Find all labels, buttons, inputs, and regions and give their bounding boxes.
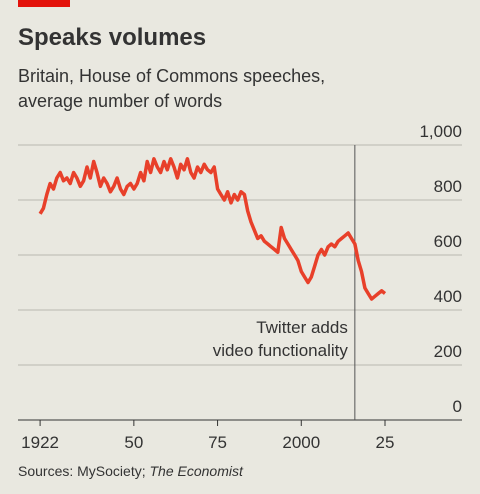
data-line [38,157,387,301]
source-text: Sources: MySociety; [18,463,150,479]
chart-subtitle: average number of words [18,91,222,111]
chart-subtitle: Britain, House of Commons speeches, [18,66,325,86]
brand-tag [18,0,70,7]
x-tick-label: 25 [376,433,395,452]
y-tick-label: 0 [453,397,462,416]
x-tick-label: 75 [208,433,227,452]
y-tick-label: 400 [434,287,462,306]
y-tick-label: 600 [434,232,462,251]
x-tick-label: 2000 [282,433,320,452]
y-tick-label: 1,000 [419,122,462,141]
x-tick-label: 1922 [21,433,59,452]
annotation-text: video functionality [213,341,349,360]
y-tick-label: 800 [434,177,462,196]
source: Sources: MySociety; The Economist [18,463,244,479]
source-text: The Economist [150,463,244,479]
x-tick-label: 50 [124,433,143,452]
chart-title: Speaks volumes [18,24,206,51]
y-tick-label: 200 [434,342,462,361]
annotation-text: Twitter adds [256,318,348,337]
